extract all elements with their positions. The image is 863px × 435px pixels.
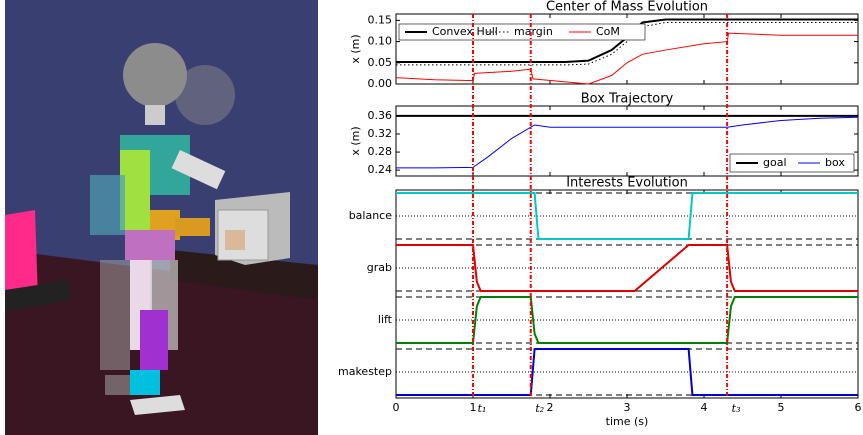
robot-render [5, 0, 318, 435]
data-line [396, 348, 858, 396]
y-tick-label: 0.00 [368, 77, 393, 90]
x-tick-label: 6 [855, 401, 862, 414]
y-tick-label: 0.28 [368, 145, 393, 158]
y-tick-label: 0.32 [368, 127, 393, 140]
y-axis-label: x (m) [349, 126, 362, 155]
x-tick-label: 2 [547, 401, 554, 414]
legend-label: Convex Hull [432, 25, 498, 38]
y-tick-label: 0.15 [368, 13, 393, 26]
legend-box [398, 23, 646, 41]
data-line [396, 21, 858, 66]
x-tick-label: 3 [624, 401, 631, 414]
x-axis-label: time (s) [606, 415, 649, 428]
y-tick-label: 0.36 [368, 109, 393, 122]
y-tick-label: 0.10 [368, 35, 393, 48]
x-tick-label: 4 [701, 401, 708, 414]
x-tick-label: 0 [393, 401, 400, 414]
data-line [396, 192, 858, 240]
legend-label: box [825, 156, 845, 169]
data-line [396, 296, 858, 344]
band-label: makestep [338, 365, 392, 378]
x-tick-label: 5 [778, 401, 785, 414]
event-label: t₁ [478, 402, 487, 415]
chart-title: Box Trajectory [581, 92, 674, 107]
legend-label: margin [514, 25, 553, 38]
data-line [395, 32, 858, 85]
x-tick-label: 1 [470, 401, 477, 414]
legend-label: goal [763, 156, 787, 169]
chart-title: Center of Mass Evolution [546, 0, 708, 15]
y-axis-label: x (m) [349, 34, 362, 63]
data-line [396, 244, 858, 292]
y-tick-label: 0.05 [368, 56, 393, 69]
event-label: t₂ [535, 402, 544, 415]
data-line [396, 18, 858, 63]
chart-title: Interests Evolution [566, 176, 688, 191]
event-label: t₃ [732, 402, 741, 415]
band-label: lift [378, 313, 393, 326]
y-tick-label: 0.24 [368, 163, 393, 176]
plot-frame [395, 189, 859, 399]
legend-label: CoM [596, 25, 620, 38]
legend-box [729, 153, 855, 173]
band-label: grab [367, 261, 392, 274]
band-label: balance [349, 209, 393, 222]
